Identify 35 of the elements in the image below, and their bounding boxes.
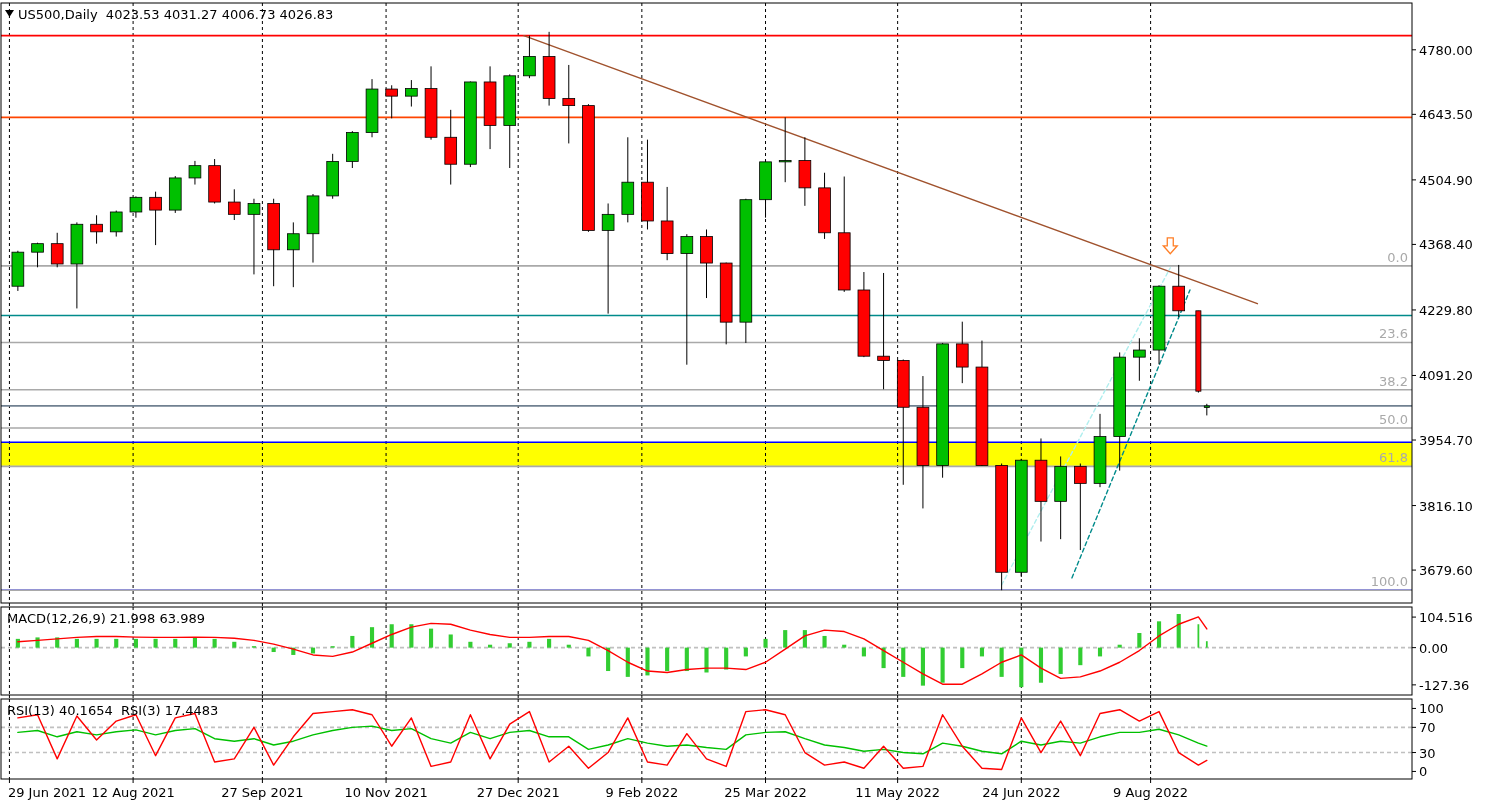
annotation: 61.8 (1379, 450, 1408, 466)
annotation: 100.0 (1370, 574, 1408, 590)
y-tick-label: 4091.20 (1419, 368, 1473, 384)
y-tick-label: 4229.80 (1419, 302, 1473, 318)
annotation: 23.6 (1379, 326, 1408, 342)
y-tick-label: 0 (1419, 764, 1428, 780)
y-tick-label: 3816.10 (1419, 498, 1473, 514)
y-tick-label: 4780.00 (1419, 42, 1473, 58)
y-tick-label: 4643.50 (1419, 107, 1473, 123)
y-tick-label: 4368.40 (1419, 237, 1473, 253)
y-tick-label: 104.516 (1419, 610, 1473, 626)
x-tick-label: 10 Nov 2021 (344, 785, 428, 800)
x-tick-label: 9 Feb 2022 (605, 785, 679, 800)
annotation: 0.0 (1387, 249, 1408, 265)
y-tick-label: 4504.90 (1419, 172, 1473, 188)
y-tick-label: 100 (1419, 701, 1444, 717)
y-tick-label: -127.36 (1419, 677, 1470, 693)
annotation: 50.0 (1379, 412, 1408, 428)
chart-title: MACD(12,26,9) 21.998 63.989 (7, 611, 205, 626)
x-tick-label: 24 Jun 2022 (982, 785, 1061, 800)
annotation: 38.2 (1379, 373, 1408, 389)
chart-title: US500,Daily 4023.53 4031.27 4006.73 4026.83 (18, 7, 334, 22)
x-tick-label: 12 Aug 2021 (91, 785, 175, 800)
x-tick-label: 27 Dec 2021 (476, 785, 560, 800)
x-tick-label: 29 Jun 2021 (7, 785, 87, 800)
x-tick-label: 25 Mar 2022 (724, 785, 807, 800)
x-tick-label: 11 May 2022 (855, 785, 941, 800)
chart-title: RSI(13) 40.1654 RSI(3) 17.4483 (7, 703, 219, 718)
y-tick-label: 3679.60 (1419, 563, 1473, 579)
x-tick-label: 27 Sep 2021 (221, 785, 304, 800)
x-tick-label: 9 Aug 2022 (1113, 785, 1189, 800)
y-tick-label: 0.00 (1419, 640, 1448, 656)
y-tick-label: 30 (1419, 745, 1436, 761)
y-tick-label: 70 (1419, 720, 1436, 736)
y-tick-label: 3954.70 (1419, 433, 1473, 449)
